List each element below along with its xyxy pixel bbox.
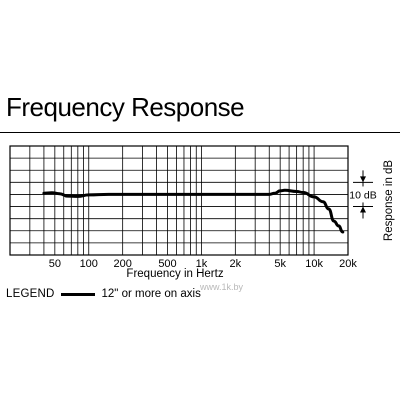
x-tick-label: 50 bbox=[49, 258, 61, 270]
x-tick-label: 100 bbox=[80, 258, 98, 270]
legend-title: LEGEND bbox=[6, 288, 55, 300]
legend: LEGEND 12" or more on axis bbox=[6, 288, 201, 300]
series-line bbox=[42, 188, 345, 234]
x-axis-label: Frequency in Hertz bbox=[126, 268, 224, 280]
x-tick-labels: 50 100 200 500 1k 2k 5k 10k 20k bbox=[49, 258, 358, 270]
x-tick-label: 500 bbox=[158, 258, 176, 270]
x-tick-label: 2k bbox=[230, 258, 242, 270]
marker-label-bg bbox=[349, 186, 377, 203]
title-divider bbox=[0, 132, 400, 133]
x-tick-label: 10k bbox=[305, 258, 323, 270]
db-scale-marker: 10 dB bbox=[349, 170, 377, 219]
page-title: Frequency Response bbox=[6, 92, 245, 122]
marker-arrow-down bbox=[360, 176, 366, 183]
y-axis-label: Response in dB bbox=[383, 160, 395, 242]
x-tick-label: 20k bbox=[339, 258, 357, 270]
x-tick-label: 5k bbox=[274, 258, 286, 270]
legend-swatch bbox=[60, 292, 95, 296]
chart-grid bbox=[9, 145, 349, 256]
marker-label: 10 dB bbox=[349, 189, 376, 201]
watermark: www.1k.by bbox=[200, 282, 244, 292]
legend-entry-label: 12" or more on axis bbox=[101, 288, 201, 300]
x-tick-label: 1k bbox=[196, 258, 208, 270]
plot-frame bbox=[9, 145, 349, 256]
marker-arrow-up bbox=[360, 206, 366, 213]
x-tick-label: 200 bbox=[113, 258, 131, 270]
